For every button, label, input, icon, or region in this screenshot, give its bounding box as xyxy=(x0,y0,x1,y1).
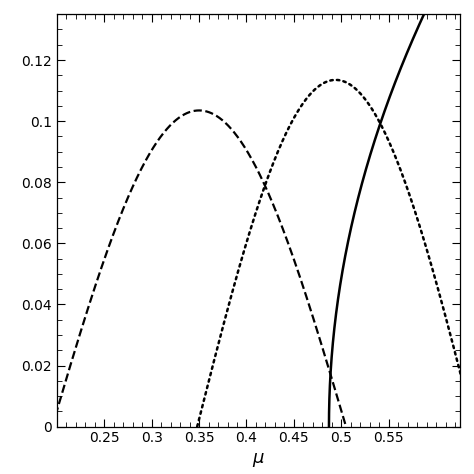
X-axis label: $\mu$: $\mu$ xyxy=(252,451,265,469)
